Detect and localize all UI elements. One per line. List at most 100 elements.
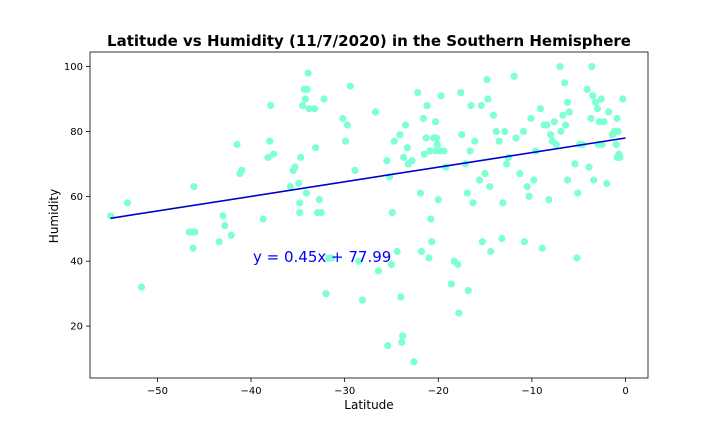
x-tick-label: −10: [521, 386, 542, 397]
data-point: [486, 183, 494, 191]
data-point: [501, 127, 509, 136]
data-point: [432, 134, 441, 142]
data-point: [431, 118, 440, 126]
data-point: [221, 221, 229, 230]
data-point: [383, 157, 391, 165]
data-point: [574, 189, 582, 197]
data-point: [556, 62, 564, 71]
data-point: [384, 341, 392, 350]
data-point: [190, 183, 198, 191]
data-point: [398, 338, 406, 346]
data-point: [408, 157, 416, 165]
data-point: [571, 160, 579, 168]
data-point: [298, 101, 307, 110]
data-point: [547, 131, 555, 139]
data-point: [417, 247, 426, 256]
data-point: [123, 199, 132, 207]
data-point: [471, 137, 479, 145]
data-point: [393, 247, 401, 256]
data-point: [219, 212, 227, 220]
data-point: [388, 208, 397, 217]
data-point: [233, 140, 241, 149]
x-tick-label: −50: [147, 386, 168, 397]
data-point: [428, 238, 436, 246]
data-point: [434, 195, 442, 204]
data-point: [238, 166, 246, 174]
data-point: [305, 105, 313, 113]
data-point: [483, 75, 491, 84]
data-point: [489, 111, 498, 119]
data-point: [520, 238, 529, 246]
data-point: [137, 283, 146, 291]
data-point: [297, 153, 305, 162]
data-point: [295, 179, 303, 187]
data-point: [414, 88, 422, 97]
data-point: [312, 144, 320, 152]
data-point: [420, 150, 428, 158]
regression-equation: y = 0.45x + 77.99: [253, 248, 391, 266]
regression-line: [110, 137, 626, 220]
data-point: [191, 228, 199, 236]
data-point: [374, 267, 382, 275]
data-point: [573, 254, 581, 262]
data-point: [227, 231, 235, 239]
data-point: [613, 114, 621, 123]
data-point: [346, 82, 354, 90]
data-point: [433, 140, 441, 149]
data-point: [455, 309, 463, 317]
data-point: [419, 114, 427, 123]
data-point: [467, 101, 475, 110]
plot-frame: [89, 51, 649, 379]
y-tick-label: 60: [70, 192, 83, 203]
data-point: [565, 108, 573, 116]
data-point: [545, 195, 553, 204]
data-point: [587, 114, 595, 123]
data-point: [327, 254, 336, 262]
data-point: [469, 199, 477, 207]
data-point: [477, 101, 485, 110]
data-point: [466, 147, 474, 155]
data-point: [396, 131, 404, 139]
data-point: [341, 137, 350, 145]
data-point: [215, 238, 223, 246]
data-point: [503, 160, 511, 168]
data-point: [499, 199, 507, 207]
x-tick-label: −20: [428, 386, 449, 397]
data-point: [543, 121, 551, 129]
data-point: [339, 114, 347, 123]
data-point: [600, 118, 608, 126]
data-point: [358, 296, 367, 304]
data-point: [320, 95, 328, 103]
data-point: [189, 244, 197, 252]
data-point: [612, 140, 620, 149]
y-tick-label: 20: [70, 322, 83, 333]
x-axis-label: Latitude: [344, 398, 393, 412]
data-point: [478, 238, 486, 246]
data-point: [390, 137, 398, 145]
chart-title: Latitude vs Humidity (11/7/2020) in the …: [107, 32, 631, 50]
data-point: [422, 134, 430, 142]
data-point: [590, 176, 598, 184]
data-point: [523, 183, 531, 191]
data-point: [286, 183, 294, 191]
data-point: [267, 101, 275, 110]
y-tick-label: 80: [70, 127, 83, 138]
data-point: [492, 127, 500, 136]
data-point: [397, 293, 405, 301]
data-point: [355, 257, 363, 265]
data-point: [303, 85, 311, 93]
data-point: [516, 170, 524, 178]
x-tick-label: −30: [334, 386, 355, 397]
data-point: [296, 208, 304, 217]
data-point: [457, 88, 465, 97]
data-point: [351, 166, 359, 174]
data-point: [550, 118, 558, 126]
data-point: [269, 150, 278, 158]
data-point: [458, 131, 466, 139]
data-point: [264, 153, 272, 162]
data-point: [403, 144, 411, 152]
data-point: [463, 189, 471, 197]
data-point: [317, 208, 325, 217]
data-point: [401, 121, 410, 129]
